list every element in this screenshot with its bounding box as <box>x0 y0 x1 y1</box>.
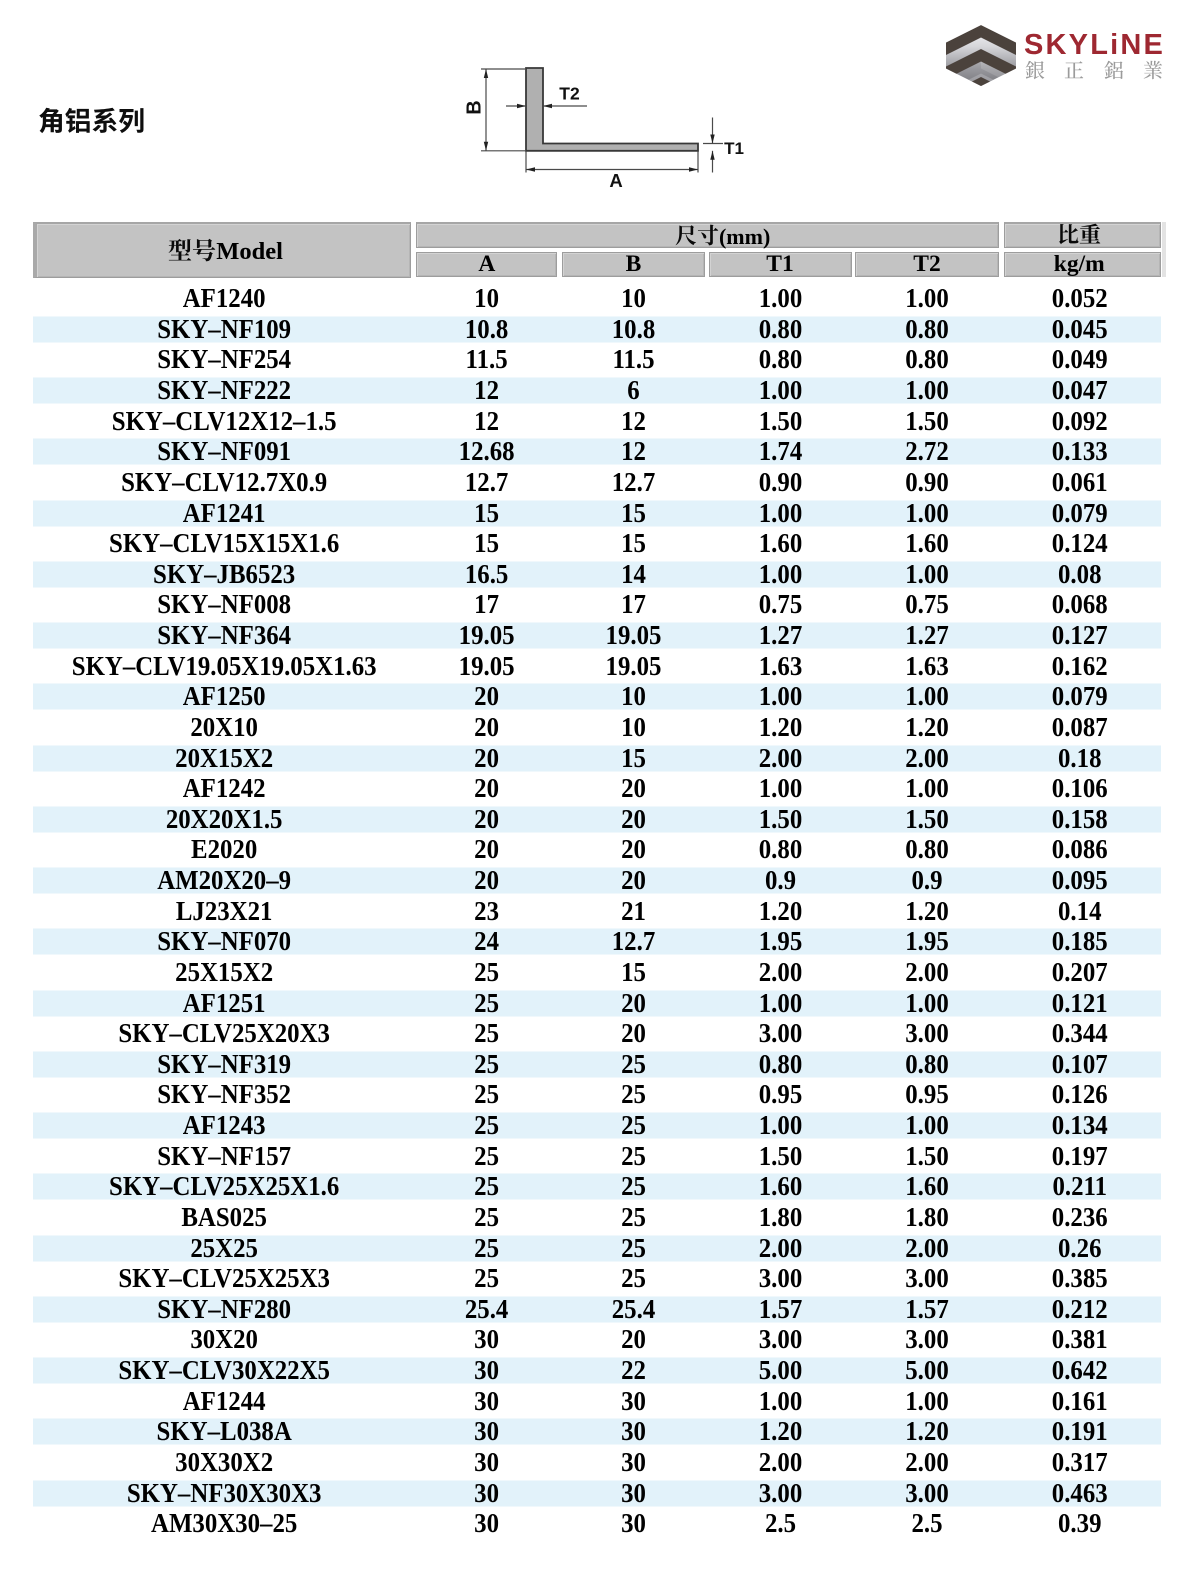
svg-text:A: A <box>609 170 622 191</box>
svg-text:B: B <box>464 100 486 114</box>
svg-text:T2: T2 <box>559 84 580 104</box>
svg-text:T1: T1 <box>724 139 744 158</box>
